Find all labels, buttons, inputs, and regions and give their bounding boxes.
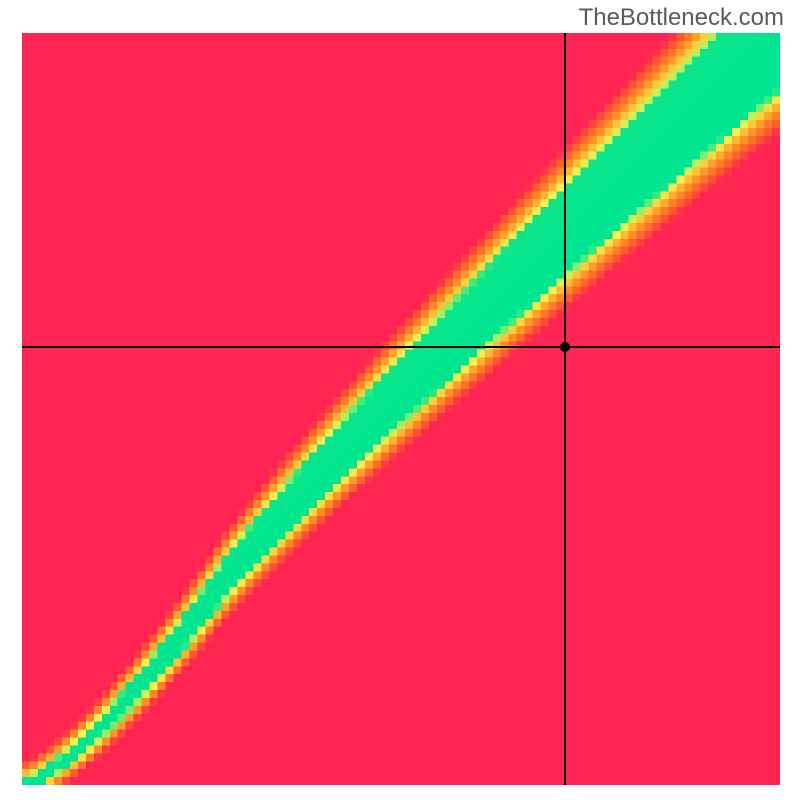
crosshair-vertical [564, 33, 566, 785]
crosshair-marker [560, 342, 570, 352]
crosshair-horizontal [22, 346, 780, 348]
bottleneck-heatmap [22, 33, 780, 785]
chart-container: TheBottleneck.com [0, 0, 800, 800]
watermark-text: TheBottleneck.com [579, 4, 784, 32]
